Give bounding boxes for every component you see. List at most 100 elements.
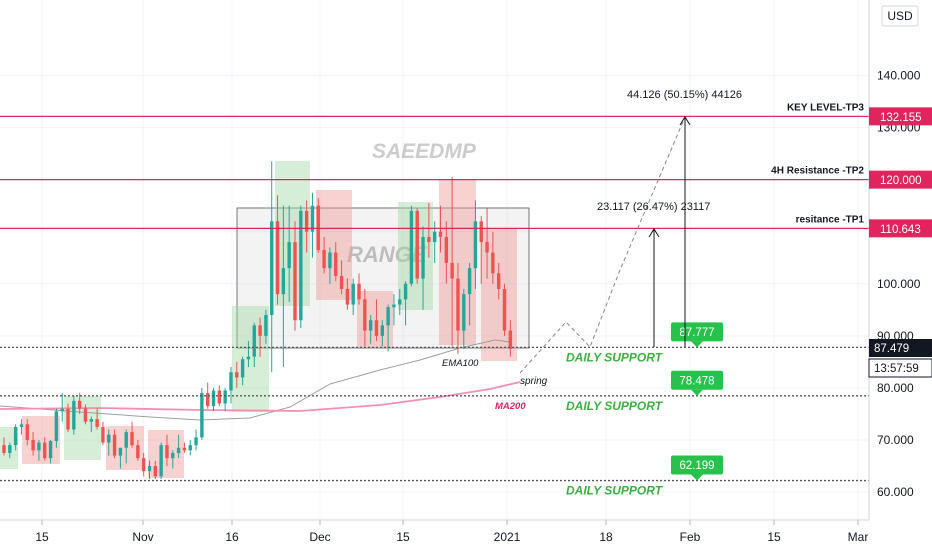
candle-body	[8, 445, 12, 453]
candle-body	[95, 419, 99, 427]
projection-path	[519, 116, 686, 374]
spring-label: spring	[520, 376, 548, 387]
time-tick-label: 18	[599, 530, 613, 544]
candle-body	[153, 465, 158, 477]
candle-body	[310, 205, 315, 232]
current-price-tag	[869, 339, 932, 357]
candle-body	[171, 452, 175, 459]
time-axis-ticks: 15 Nov 16 Dec 15 2021 18 Feb 15 Mar	[35, 520, 868, 544]
current-price-value: 87.479	[874, 343, 909, 355]
candle-body	[462, 294, 466, 331]
candle-body	[194, 437, 198, 446]
vertical-grid	[41, 0, 859, 520]
candle-body	[281, 268, 286, 295]
time-tick-label: Mar	[848, 530, 869, 544]
level-price-tag	[869, 219, 932, 238]
support-value-tag-pointer	[691, 474, 703, 481]
candle-body	[415, 210, 419, 279]
zone-green	[232, 306, 269, 412]
price-tick-label: 80.000	[877, 381, 914, 395]
candle-body	[48, 440, 53, 459]
candle-body	[438, 231, 443, 237]
candle-body	[299, 210, 303, 321]
time-tick-label: 15	[767, 530, 781, 544]
support-levels: DAILY SUPPORT 87.777 DAILY SUPPORT 78.478 DA…	[0, 322, 869, 498]
candle-body	[351, 283, 355, 305]
candle-body	[165, 445, 169, 459]
candle-body	[83, 408, 88, 422]
candle-body	[322, 249, 326, 269]
support-line-label: DAILY SUPPORT	[566, 399, 664, 413]
countdown-tag	[868, 358, 932, 378]
candle-body	[502, 288, 507, 331]
candle-body	[19, 424, 24, 427]
candle-body	[432, 231, 437, 243]
time-tick-label: Dec	[309, 530, 330, 544]
tp1-measure-arrow	[648, 228, 660, 347]
candle-body	[409, 210, 414, 284]
candle-body	[450, 262, 454, 279]
price-tick-label: 70.000	[877, 433, 914, 447]
candle-body	[427, 236, 431, 243]
tp3-measure-label: 44.126 (50.15%) 44126	[627, 89, 742, 101]
candle-body	[491, 252, 495, 274]
price-tick-label: 140.000	[877, 69, 921, 83]
candle-body	[479, 221, 483, 243]
candle-body	[13, 426, 18, 446]
support-value-tag-pointer	[691, 341, 703, 348]
resistance-line-label: resitance -TP1	[796, 214, 865, 225]
support-value-tag	[671, 455, 723, 475]
countdown-value: 13:57:59	[874, 363, 919, 375]
time-tick-label: Feb	[680, 530, 701, 544]
candle-body	[235, 372, 239, 378]
candle-body	[456, 278, 460, 331]
time-axis[interactable]	[0, 520, 932, 550]
support-line-label: DAILY SUPPORT	[566, 484, 664, 498]
resistance-levels: KEY LEVEL-TP3 4H Resistance -TP2 resitance…	[0, 102, 869, 229]
candle-body	[136, 445, 140, 459]
candle-body	[386, 307, 390, 326]
price-tick-label: 60.000	[877, 485, 914, 499]
support-line-label: DAILY SUPPORT	[566, 350, 664, 364]
candle-body	[508, 330, 513, 349]
candle-body	[270, 221, 274, 315]
price-axis[interactable]	[869, 0, 932, 520]
candle-body	[176, 447, 181, 453]
candle-body	[141, 458, 146, 472]
candle-body	[403, 283, 408, 300]
level-price-value: 132.155	[880, 112, 922, 124]
candle-body	[25, 424, 29, 440]
candle-body	[130, 432, 134, 446]
candle-body	[246, 356, 251, 360]
candle-body	[398, 299, 402, 305]
support-value-text: 62.199	[679, 460, 714, 472]
level-price-tags: 132.155 120.000 110.643	[869, 107, 932, 238]
tp1-measure-label: 23.117 (26.47%) 23117	[597, 201, 710, 213]
candle-body	[421, 236, 425, 279]
candle-body	[60, 408, 64, 412]
candle-body	[368, 320, 373, 331]
candle-body	[293, 242, 297, 321]
candle-body	[473, 221, 478, 269]
candle-body	[43, 442, 47, 459]
candle-body	[252, 325, 256, 357]
zone-red	[22, 416, 60, 464]
candle-body	[200, 393, 204, 438]
candle-body	[374, 320, 379, 336]
watermark: SAEEDMP	[372, 140, 477, 163]
support-value-tag-pointer	[691, 389, 703, 396]
candle-body	[304, 210, 309, 232]
currency-box[interactable]	[881, 5, 919, 27]
ma200-label: MA200	[495, 401, 526, 412]
candle-body	[264, 314, 268, 336]
support-value-tag	[671, 322, 723, 342]
candle-body	[444, 236, 449, 263]
candlesticks	[2, 161, 513, 479]
candle-body	[124, 432, 128, 448]
time-tick-label: 15	[35, 530, 49, 544]
time-tick-label: 2021	[494, 530, 521, 544]
candle-body	[211, 390, 216, 407]
candle-body	[334, 252, 338, 276]
candle-body	[240, 359, 245, 378]
